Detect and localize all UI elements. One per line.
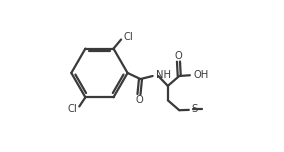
Text: Cl: Cl [67,104,77,114]
Text: NH: NH [156,70,171,80]
Text: O: O [175,51,182,61]
Text: O: O [135,95,143,105]
Text: S: S [192,104,198,114]
Text: Cl: Cl [123,32,133,42]
Text: OH: OH [193,70,209,80]
